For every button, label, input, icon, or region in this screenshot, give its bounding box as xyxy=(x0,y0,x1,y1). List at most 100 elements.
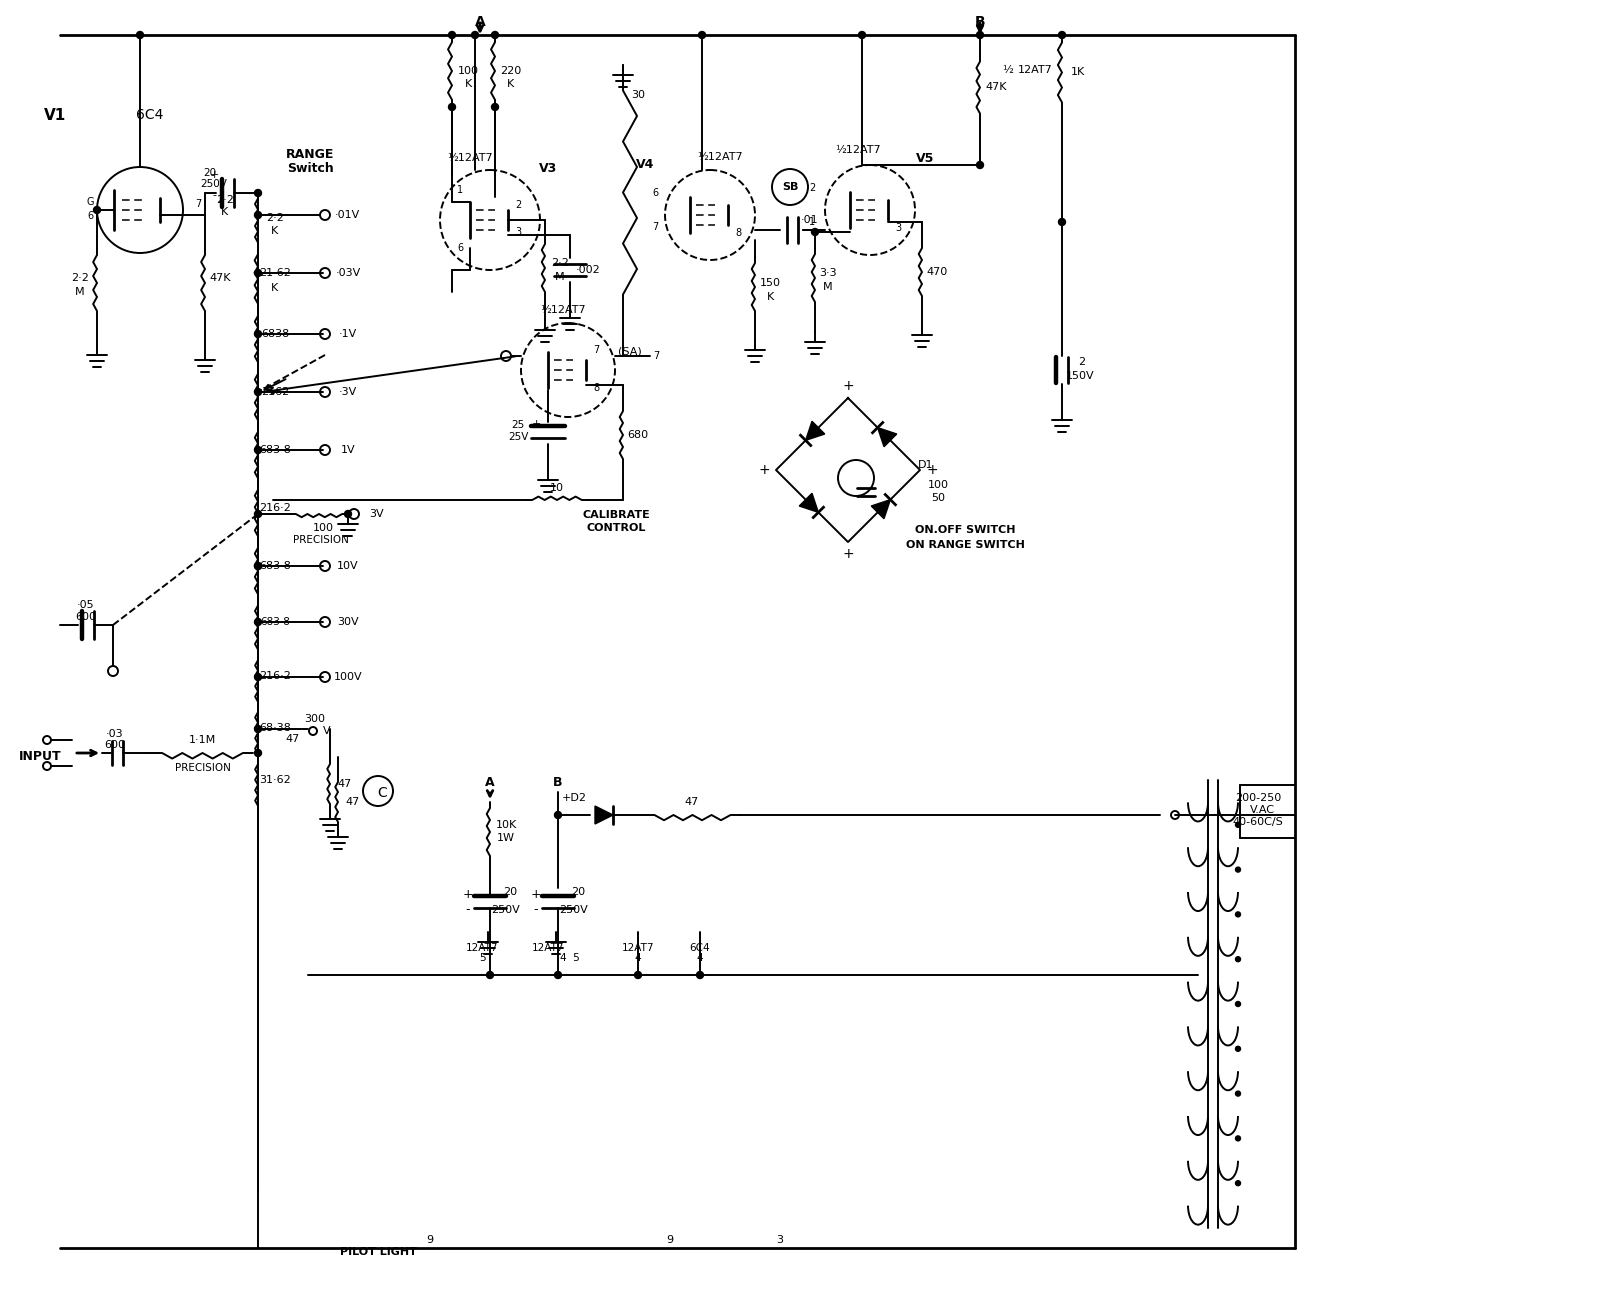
Text: 1K: 1K xyxy=(1070,66,1085,77)
Text: 47: 47 xyxy=(685,797,699,807)
Circle shape xyxy=(254,511,261,517)
Text: B: B xyxy=(974,16,986,29)
Circle shape xyxy=(491,31,499,39)
Text: D1: D1 xyxy=(918,460,934,470)
Text: +: + xyxy=(462,887,474,900)
Text: 20: 20 xyxy=(571,887,586,896)
Circle shape xyxy=(254,726,261,732)
Circle shape xyxy=(1235,1002,1240,1006)
Text: 50: 50 xyxy=(931,493,946,503)
Text: 20: 20 xyxy=(502,887,517,896)
Text: G: G xyxy=(86,197,94,207)
Polygon shape xyxy=(806,421,824,440)
Circle shape xyxy=(254,563,261,569)
Circle shape xyxy=(254,211,261,219)
Circle shape xyxy=(472,31,478,39)
Text: V5: V5 xyxy=(915,151,934,164)
Circle shape xyxy=(1235,822,1240,827)
Text: 2162: 2162 xyxy=(261,387,290,397)
Text: 683·8: 683·8 xyxy=(259,446,291,455)
Text: 1: 1 xyxy=(458,185,462,195)
Text: 9: 9 xyxy=(667,1235,674,1244)
Text: 47K: 47K xyxy=(210,274,230,283)
Text: 8: 8 xyxy=(734,228,741,238)
Text: K: K xyxy=(221,207,229,218)
Text: 250V: 250V xyxy=(560,906,589,915)
Text: 12AT7: 12AT7 xyxy=(1018,65,1053,76)
Text: 12AT7: 12AT7 xyxy=(466,943,498,952)
Text: 250V: 250V xyxy=(200,179,227,189)
Circle shape xyxy=(254,674,261,680)
Circle shape xyxy=(555,972,562,979)
Text: 2: 2 xyxy=(810,182,814,193)
Text: C: C xyxy=(378,786,387,800)
Text: 31·62: 31·62 xyxy=(259,775,291,784)
Text: 2·2: 2·2 xyxy=(550,258,570,268)
Text: -: - xyxy=(534,903,538,916)
Text: 150V: 150V xyxy=(1066,371,1094,380)
Text: 10: 10 xyxy=(550,483,563,493)
Text: V.AC: V.AC xyxy=(1250,805,1275,814)
Circle shape xyxy=(254,619,261,625)
Text: 100V: 100V xyxy=(334,672,362,681)
Text: 25: 25 xyxy=(512,420,525,430)
Text: 6: 6 xyxy=(86,211,93,222)
Circle shape xyxy=(93,206,101,214)
Text: 30: 30 xyxy=(630,90,645,100)
Text: A: A xyxy=(485,775,494,788)
Circle shape xyxy=(254,447,261,453)
Text: 9: 9 xyxy=(427,1235,434,1244)
Text: V: V xyxy=(323,726,331,736)
Circle shape xyxy=(1235,866,1240,872)
Text: 216·2: 216·2 xyxy=(259,671,291,681)
Text: ON RANGE SWITCH: ON RANGE SWITCH xyxy=(906,539,1024,550)
Text: 21·62: 21·62 xyxy=(259,268,291,278)
Text: 683·8: 683·8 xyxy=(259,562,291,571)
Text: 2: 2 xyxy=(1078,357,1085,367)
Text: 3: 3 xyxy=(894,223,901,233)
Text: 2·2: 2·2 xyxy=(70,274,90,283)
Text: 3·3: 3·3 xyxy=(819,268,837,278)
Circle shape xyxy=(254,749,261,757)
Text: 1V: 1V xyxy=(341,446,355,455)
Text: +: + xyxy=(842,547,854,562)
Text: K: K xyxy=(507,79,515,89)
Text: ·03: ·03 xyxy=(106,728,123,739)
Text: 1·1M: 1·1M xyxy=(189,735,216,745)
Text: 250V: 250V xyxy=(491,906,520,915)
Text: 20: 20 xyxy=(203,168,216,179)
Text: K: K xyxy=(272,225,278,236)
Text: ½12AT7: ½12AT7 xyxy=(446,152,493,163)
Circle shape xyxy=(635,972,642,979)
Text: 220: 220 xyxy=(501,66,522,76)
Text: PRECISION: PRECISION xyxy=(293,536,349,545)
Text: 2·2: 2·2 xyxy=(266,212,283,223)
Circle shape xyxy=(1059,219,1066,225)
Text: 600: 600 xyxy=(75,612,96,622)
Text: 6C4: 6C4 xyxy=(136,108,163,122)
Text: SB: SB xyxy=(782,182,798,192)
Text: 3: 3 xyxy=(776,1235,784,1244)
Text: -: - xyxy=(466,903,470,916)
Circle shape xyxy=(448,31,456,39)
Text: +: + xyxy=(210,169,219,180)
Text: 150: 150 xyxy=(760,278,781,288)
Text: 5: 5 xyxy=(478,952,485,963)
Polygon shape xyxy=(595,807,613,823)
Circle shape xyxy=(448,103,456,111)
Text: CONTROL: CONTROL xyxy=(586,523,646,533)
Text: 100: 100 xyxy=(458,66,478,76)
Text: ½12AT7: ½12AT7 xyxy=(541,305,586,315)
Text: 4: 4 xyxy=(635,952,642,963)
Circle shape xyxy=(254,388,261,396)
Circle shape xyxy=(699,31,706,39)
Text: 7: 7 xyxy=(195,199,202,208)
Text: +: + xyxy=(531,420,541,429)
Text: +: + xyxy=(531,887,541,900)
Text: ·01V: ·01V xyxy=(334,210,360,220)
Text: 6: 6 xyxy=(458,242,462,253)
Text: ON.OFF SWITCH: ON.OFF SWITCH xyxy=(915,525,1016,536)
Text: 216·2: 216·2 xyxy=(259,503,291,513)
Text: 30V: 30V xyxy=(338,618,358,627)
Text: 10V: 10V xyxy=(338,562,358,571)
